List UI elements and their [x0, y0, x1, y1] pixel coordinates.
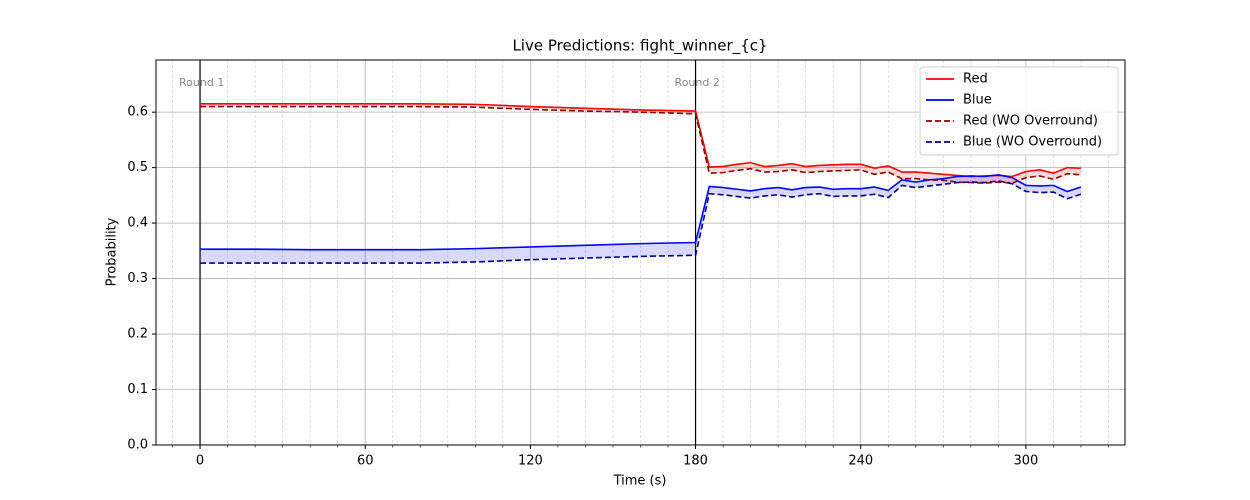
legend-label: Red: [963, 72, 988, 87]
y-tick-label: 0.0: [127, 438, 148, 453]
series-line: [200, 105, 1082, 184]
x-tick-label: 300: [1013, 454, 1038, 469]
y-tick-label: 0.4: [127, 216, 148, 231]
legend-box: [919, 66, 1119, 156]
x-tick-label: 60: [357, 454, 374, 469]
y-tick-label: 0.3: [127, 271, 148, 286]
series-line: [200, 180, 1082, 264]
round-label: Round 1: [179, 76, 224, 89]
y-tick-label: 0.6: [127, 105, 148, 120]
x-tick-label: 120: [518, 454, 543, 469]
round-label: Round 2: [675, 76, 720, 89]
band-fill: [200, 174, 1081, 264]
x-tick-label: 240: [848, 454, 873, 469]
y-tick-label: 0.1: [127, 382, 148, 397]
legend-label: Red (WO Overround): [963, 114, 1098, 129]
legend-label: Blue: [963, 93, 992, 108]
plot-frame: [155, 59, 1126, 446]
y-tick-label: 0.2: [127, 327, 148, 342]
x-axis-label: Time (s): [613, 474, 667, 489]
y-axis-label: Probability: [105, 217, 120, 286]
y-tick-label: 0.5: [127, 160, 148, 175]
x-tick-label: 0: [196, 454, 204, 469]
series-line: [200, 174, 1082, 251]
x-tick-label: 180: [683, 454, 708, 469]
chart-title: Live Predictions: fight_winner_{c}: [512, 37, 767, 56]
legend-label: Blue (WO Overround): [963, 135, 1102, 150]
